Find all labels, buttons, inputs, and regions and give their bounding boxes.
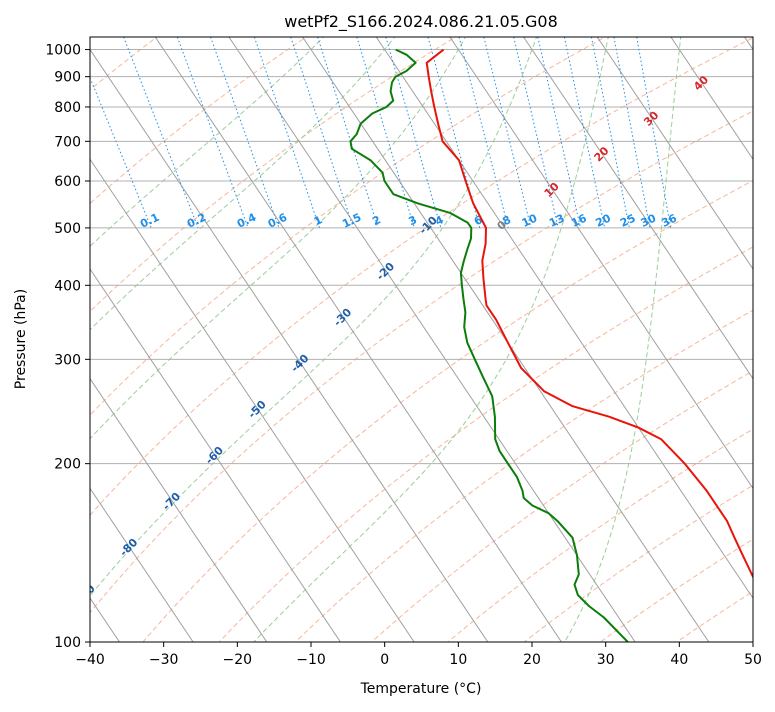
y-tick-label: 800 [54,100,81,116]
y-axis-title: Pressure (hPa) [13,289,29,389]
y-tick-label: 100 [54,635,81,651]
y-tick-label: 300 [54,352,81,368]
chart-title: wetPf2_S166.2024.086.21.05.G08 [284,12,558,32]
y-tick-label: 500 [54,221,81,237]
x-tick-label: −10 [296,652,326,668]
x-tick-label: 50 [744,652,762,668]
y-tick-label: 700 [54,134,81,150]
x-tick-label: −20 [223,652,253,668]
y-tick-label: 600 [54,174,81,190]
x-tick-label: −40 [75,652,105,668]
x-tick-label: 0 [380,652,389,668]
y-tick-label: 900 [54,70,81,86]
x-tick-label: −30 [149,652,179,668]
x-tick-label: 10 [449,652,467,668]
y-tick-label: 400 [54,278,81,294]
x-tick-label: 30 [597,652,615,668]
x-axis-title: Temperature (°C) [360,681,482,697]
y-tick-label: 1000 [45,43,81,59]
x-tick-label: 20 [523,652,541,668]
y-tick-label: 200 [54,457,81,473]
x-tick-label: 40 [670,652,688,668]
